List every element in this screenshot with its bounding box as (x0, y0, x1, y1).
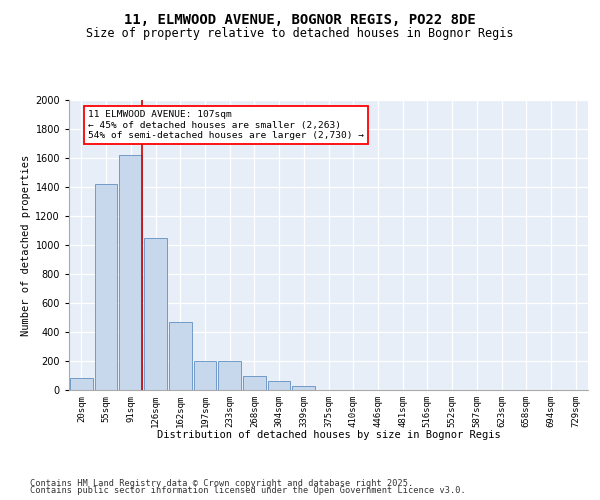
Bar (194, 361, 216, 390)
Text: 11, ELMWOOD AVENUE, BOGNOR REGIS, PO22 8DE: 11, ELMWOOD AVENUE, BOGNOR REGIS, PO22 8… (124, 12, 476, 26)
Text: Contains HM Land Registry data © Crown copyright and database right 2025.: Contains HM Land Registry data © Crown c… (30, 478, 413, 488)
Bar (95, 184, 118, 390)
Bar (70, 378, 93, 390)
X-axis label: Distribution of detached houses by size in Bognor Regis: Distribution of detached houses by size … (157, 430, 500, 440)
Bar (218, 361, 241, 390)
Bar (243, 376, 266, 390)
Bar (292, 386, 315, 390)
Bar (144, 238, 167, 390)
Text: 11 ELMWOOD AVENUE: 107sqm
← 45% of detached houses are smaller (2,263)
54% of se: 11 ELMWOOD AVENUE: 107sqm ← 45% of detac… (88, 110, 364, 140)
Bar (119, 155, 142, 390)
Bar (268, 382, 290, 390)
Text: Contains public sector information licensed under the Open Government Licence v3: Contains public sector information licen… (30, 486, 466, 495)
Text: Size of property relative to detached houses in Bognor Regis: Size of property relative to detached ho… (86, 28, 514, 40)
Y-axis label: Number of detached properties: Number of detached properties (21, 154, 31, 336)
Bar (169, 322, 191, 390)
